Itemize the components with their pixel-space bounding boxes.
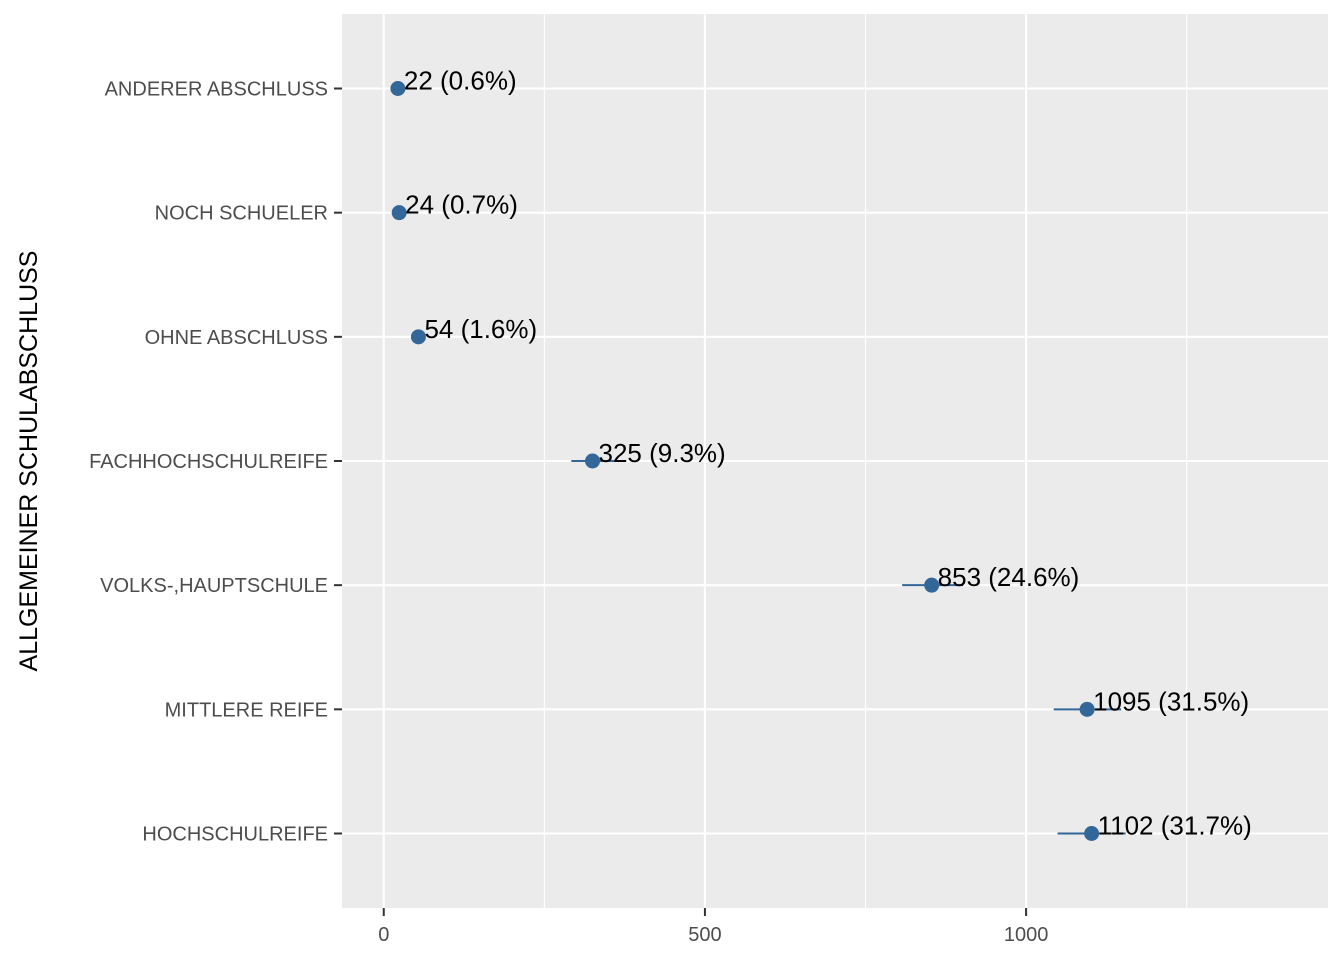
data-point	[1084, 826, 1100, 841]
data-label: 1095 (31.5%)	[1093, 686, 1249, 716]
y-tick-label: OHNE ABSCHLUSS	[145, 327, 328, 349]
data-label: 24 (0.7%)	[405, 190, 518, 220]
data-point	[924, 577, 940, 593]
data-label: 1102 (31.7%)	[1098, 811, 1252, 841]
x-tick-label: 1000	[1004, 924, 1049, 946]
grid-major	[342, 14, 1328, 908]
axis-ticks	[334, 87, 1028, 916]
data-point	[410, 329, 426, 345]
x-tick-label: 500	[688, 924, 721, 946]
y-tick-label: NOCH SCHUELER	[155, 203, 328, 225]
data-label: 853 (24.6%)	[938, 562, 1080, 592]
data-point	[585, 453, 601, 469]
y-tick-label: HOCHSCHULREIFE	[142, 824, 328, 846]
data-point	[1079, 701, 1095, 717]
y-tick-label: MITTLERE REIFE	[165, 699, 328, 721]
data-label: 22 (0.6%)	[404, 66, 517, 96]
data-point	[391, 205, 407, 221]
y-tick-label: FACHHOCHSCHULREIFE	[89, 451, 328, 473]
data-point	[390, 81, 406, 96]
chart-labels: 0 500 1000 ANDERER ABSCHLUSS 22 (0.6%) NOCH S…	[89, 66, 1252, 947]
y-tick-label: ANDERER ABSCHLUSS	[105, 79, 328, 101]
chart-marks	[390, 81, 1126, 841]
y-tick-label: VOLKS-,HAUPTSCHULE	[100, 575, 328, 597]
y-axis-title: ALLGEMEINER SCHULABSCHLUSS	[15, 251, 43, 672]
x-tick-label: 0	[378, 924, 389, 946]
data-label: 325 (9.3%)	[599, 438, 726, 468]
data-label: 54 (1.6%)	[424, 314, 537, 344]
